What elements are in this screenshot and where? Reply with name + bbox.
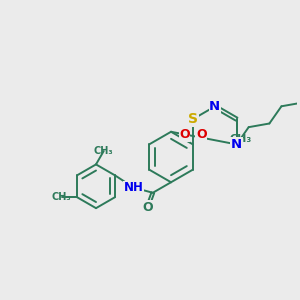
Text: O: O: [196, 128, 207, 141]
Text: CH₃: CH₃: [52, 192, 71, 202]
Text: S: S: [188, 112, 198, 126]
Text: O: O: [179, 128, 190, 141]
Text: N: N: [209, 100, 220, 113]
Text: NH: NH: [124, 181, 144, 194]
Text: CH₃: CH₃: [94, 146, 113, 156]
Text: CH₃: CH₃: [230, 134, 252, 144]
Text: N: N: [231, 138, 242, 151]
Text: O: O: [142, 201, 153, 214]
